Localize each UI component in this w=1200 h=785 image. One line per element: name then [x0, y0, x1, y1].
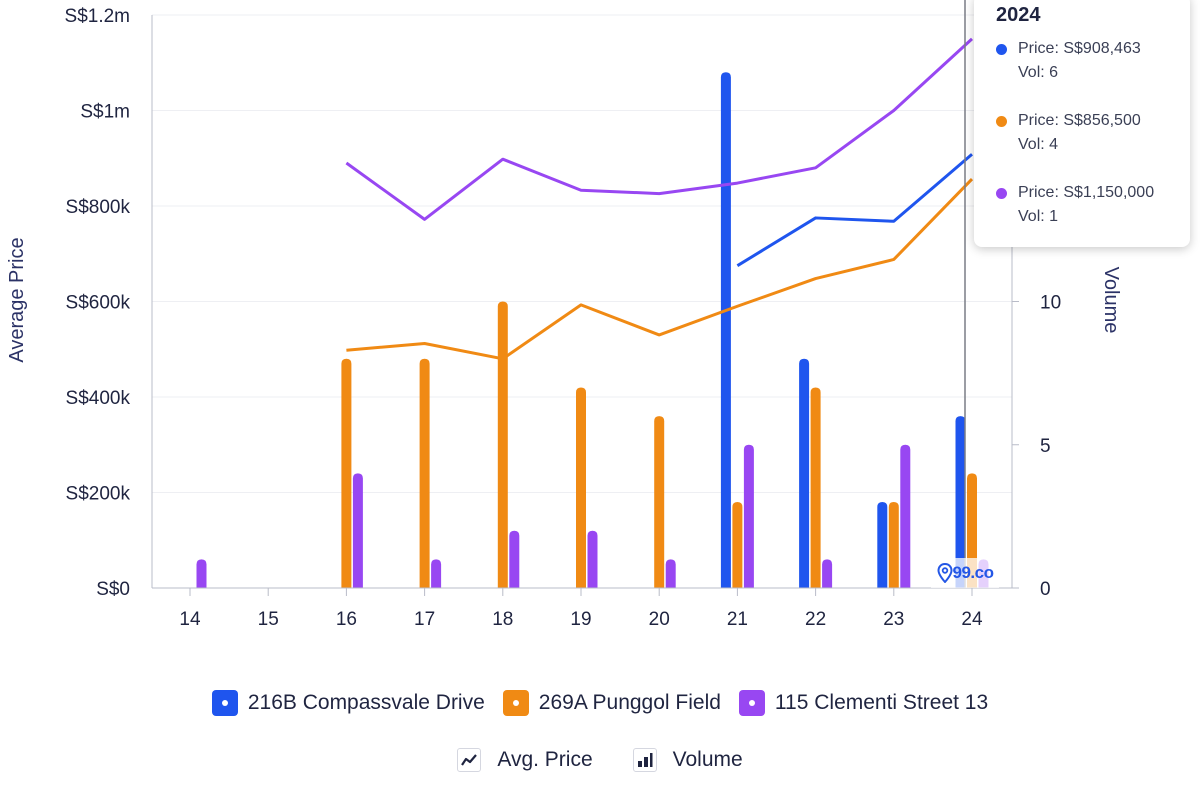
volume-bar [732, 502, 743, 588]
volume-bars [196, 72, 989, 589]
tooltip-volume: Vol: 1 [1018, 208, 1059, 225]
y2-tick-label: 0 [1040, 579, 1051, 600]
legend-item-punggol[interactable]: 269A Punggol Field [502, 690, 721, 716]
metric-toggles: Avg. Price Volume [0, 748, 1200, 772]
y-axis-title: Average Price [6, 237, 28, 362]
legend-swatch-icon [738, 690, 765, 716]
y-tick-label: S$200k [66, 484, 131, 505]
volume-bar [810, 387, 821, 588]
volume-bar [822, 559, 833, 588]
map-pin-icon [936, 563, 953, 583]
x-tick-label: 14 [179, 609, 201, 630]
volume-bar [576, 387, 586, 588]
y-tick-label: S$0 [96, 579, 130, 600]
series-dot-icon [996, 44, 1007, 55]
price-lines [345, 0, 974, 588]
price-line [345, 37, 974, 221]
volume-bar [799, 358, 810, 588]
y-tick-label: S$1m [80, 102, 130, 123]
volume-bar [587, 530, 598, 588]
tooltip-title: 2024 [996, 4, 1041, 26]
x-tick-label: 16 [336, 609, 357, 630]
y-tick-label: S$1.2m [65, 6, 130, 27]
toggle-volume-label: Volume [672, 748, 743, 771]
series-legend: 216B Compassvale Drive 269A Punggol Fiel… [0, 690, 1200, 716]
legend-label: 269A Punggol Field [538, 691, 721, 714]
volume-bar [509, 530, 520, 588]
toggle-avg-price-label: Avg. Price [497, 748, 593, 771]
axes: S$0 S$200k S$400k S$600k S$800k S$1m S$1.2m 0 5 1… [65, 6, 1062, 630]
legend-swatch-icon [502, 690, 529, 716]
y-tick-label: S$600k [66, 293, 131, 314]
series-dot-icon [996, 116, 1007, 127]
y-tick-label: S$800k [66, 197, 131, 218]
volume-bar [419, 358, 430, 588]
tooltip: 2024 Price: S$908,463 Vol: 6 Price: S$85… [974, 0, 1190, 247]
volume-bar [888, 502, 899, 588]
volume-bar [877, 502, 888, 588]
tooltip-volume: Vol: 6 [1018, 64, 1059, 81]
toggle-volume[interactable]: Volume [632, 748, 743, 772]
volume-bar [196, 559, 207, 588]
tooltip-entry-compassvale: Price: S$908,463 Vol: 6 [996, 37, 1190, 85]
volume-bar [665, 559, 676, 588]
tooltip-price: Price: S$1,150,000 [1018, 184, 1155, 201]
volume-bar [955, 416, 966, 588]
line-chart-icon [457, 748, 482, 772]
legend-label: 216B Compassvale Drive [247, 691, 485, 714]
y2-tick-label: 5 [1040, 436, 1051, 457]
series-dot-icon [996, 188, 1007, 199]
price-line [346, 177, 974, 361]
bar-chart-icon [632, 748, 657, 772]
volume-bar [900, 444, 911, 588]
x-tick-label: 22 [805, 609, 826, 630]
tooltip-volume: Vol: 4 [1018, 136, 1059, 153]
tooltip-entry-punggol: Price: S$856,500 Vol: 4 [996, 109, 1190, 157]
tooltip-price: Price: S$856,500 [1018, 112, 1141, 129]
volume-bar [497, 301, 508, 588]
x-tick-label: 20 [649, 609, 670, 630]
x-tick-label: 18 [492, 609, 513, 630]
legend-swatch-icon [211, 690, 238, 716]
legend-item-clementi[interactable]: 115 Clementi Street 13 [738, 690, 989, 716]
legend-item-compassvale[interactable]: 216B Compassvale Drive [211, 690, 485, 716]
brand-logo-text: 99.co [952, 563, 994, 582]
x-tick-label: 24 [961, 609, 983, 630]
grid-lines [152, 14, 1012, 493]
volume-bar [431, 559, 442, 588]
y-tick-label: S$400k [66, 388, 131, 409]
volume-bar [352, 473, 363, 588]
x-tick-label: 21 [727, 609, 748, 630]
legend-label: 115 Clementi Street 13 [774, 691, 989, 714]
x-tick-label: 23 [883, 609, 904, 630]
y2-tick-label: 10 [1040, 293, 1061, 314]
volume-bar [341, 358, 352, 588]
x-tick-label: 19 [570, 609, 591, 630]
price-line [736, 153, 973, 267]
x-tick-label: 17 [414, 609, 435, 630]
volume-bar [654, 416, 665, 588]
brand-logo: 99.co [931, 558, 999, 588]
tooltip-price: Price: S$908,463 [1018, 40, 1141, 57]
toggle-avg-price[interactable]: Avg. Price [457, 748, 593, 772]
volume-bar [743, 444, 754, 588]
x-tick-label: 15 [258, 609, 279, 630]
y2-axis-title: Volume [1100, 267, 1122, 334]
volume-bar [720, 72, 731, 589]
tooltip-entry-clementi: Price: S$1,150,000 Vol: 1 [996, 181, 1190, 229]
